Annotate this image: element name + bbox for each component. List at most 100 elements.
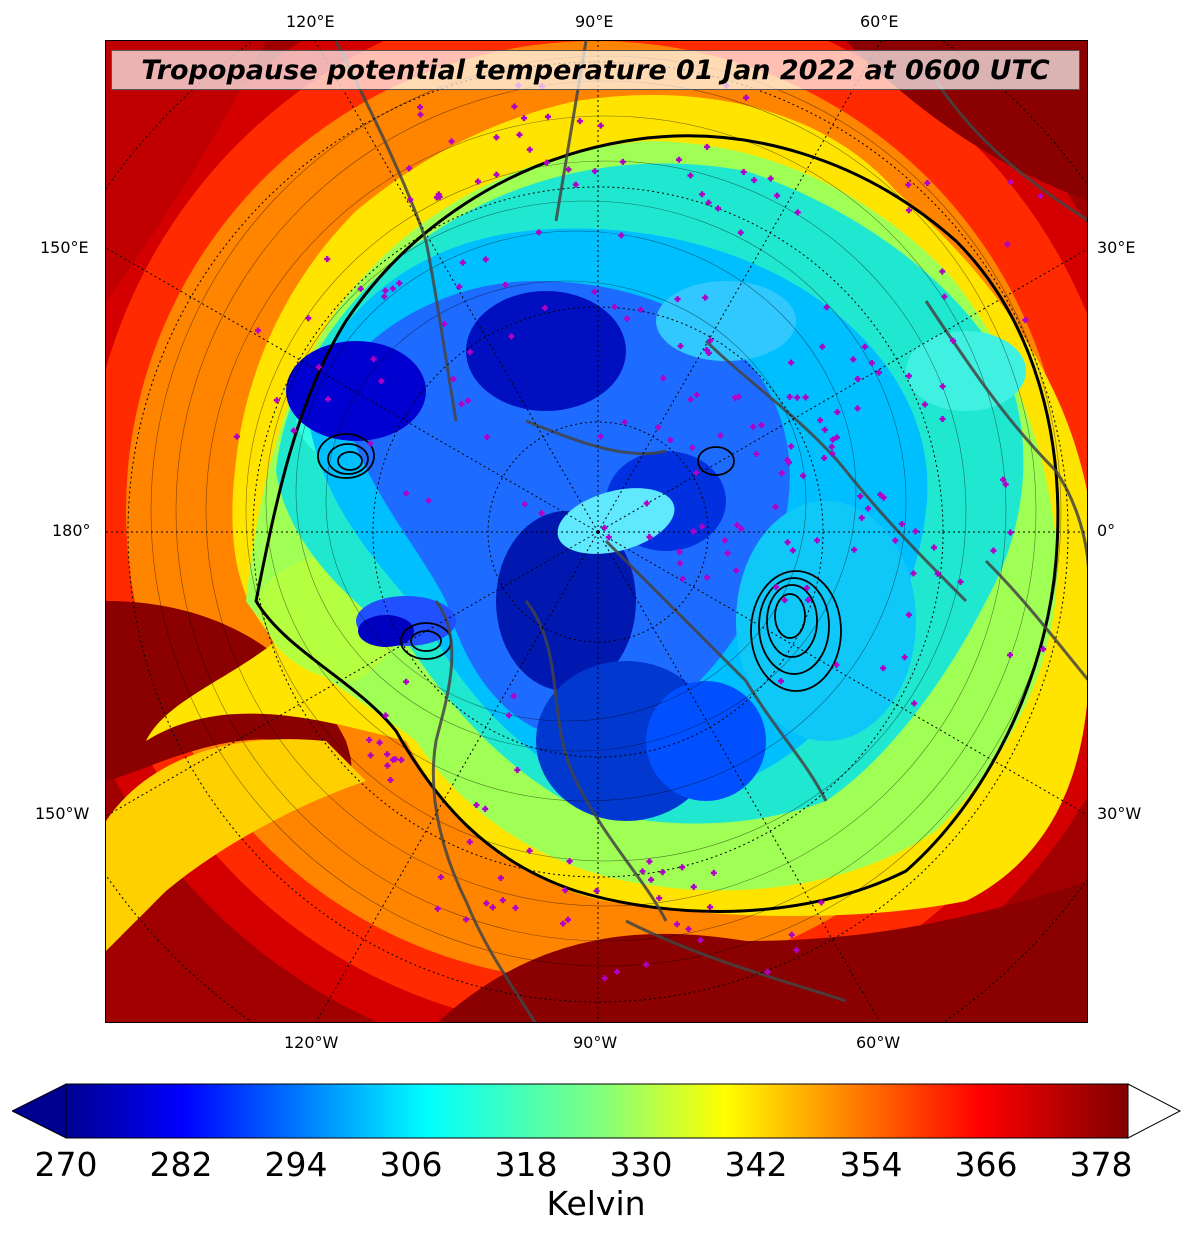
plus-marker-icon	[819, 343, 826, 350]
plus-marker-icon	[398, 756, 405, 763]
station-markers	[233, 82, 1047, 982]
plus-marker-icon	[788, 931, 795, 938]
plus-marker-icon	[733, 567, 740, 574]
colorbar-max-extend	[1127, 1083, 1182, 1139]
plus-marker-icon	[676, 560, 683, 567]
plus-marker-icon	[704, 574, 711, 581]
plus-marker-icon	[497, 874, 504, 881]
lon-label-top-2: 90°E	[575, 12, 614, 31]
plus-marker-icon	[417, 104, 424, 111]
plus-marker-icon	[778, 678, 785, 685]
plus-marker-icon	[511, 103, 518, 110]
plus-marker-icon	[601, 524, 608, 531]
plus-marker-icon	[448, 138, 455, 145]
plus-marker-icon	[710, 869, 717, 876]
plus-marker-icon	[764, 968, 771, 975]
plus-marker-icon	[905, 207, 912, 214]
plus-marker-icon	[642, 961, 649, 968]
colorbar-tick: 354	[839, 1145, 903, 1184]
plus-marker-icon	[618, 232, 625, 239]
plus-marker-icon	[656, 895, 663, 902]
plus-marker-icon	[794, 209, 801, 216]
plus-marker-icon	[512, 904, 519, 911]
plus-marker-icon	[679, 864, 686, 871]
plus-marker-icon	[659, 869, 666, 876]
plus-marker-icon	[794, 394, 801, 401]
plus-marker-icon	[273, 397, 280, 404]
plus-marker-icon	[1007, 179, 1014, 186]
plus-marker-icon	[880, 494, 887, 501]
plus-marker-icon	[699, 523, 706, 530]
plus-marker-icon	[939, 415, 946, 422]
colorbar-tick: 306	[379, 1145, 443, 1184]
plus-marker-icon	[802, 394, 809, 401]
plus-marker-icon	[357, 285, 364, 292]
colorbar-min-extend	[12, 1083, 67, 1139]
plus-marker-icon	[743, 94, 750, 101]
plus-marker-icon	[325, 396, 332, 403]
colorbar-label: Kelvin	[546, 1184, 646, 1223]
plus-marker-icon	[505, 712, 512, 719]
plus-marker-icon	[572, 181, 579, 188]
plus-marker-icon	[724, 550, 731, 557]
plus-marker-icon	[464, 397, 471, 404]
plus-marker-icon	[646, 533, 653, 540]
plus-marker-icon	[685, 926, 692, 933]
plus-marker-icon	[875, 369, 882, 376]
plus-marker-icon	[324, 256, 331, 263]
plus-marker-icon	[521, 501, 528, 508]
plus-marker-icon	[601, 975, 608, 982]
colorbar-gradient	[65, 1083, 1129, 1139]
plus-marker-icon	[892, 537, 899, 544]
plus-marker-icon	[861, 343, 868, 350]
title-box: Tropopause potential temperature 01 Jan …	[111, 50, 1080, 90]
plus-marker-icon	[576, 118, 583, 125]
plus-marker-icon	[382, 712, 389, 719]
plus-marker-icon	[737, 229, 744, 236]
plus-marker-icon	[621, 419, 628, 426]
colorbar-tick: 366	[954, 1145, 1018, 1184]
plus-marker-icon	[690, 883, 697, 890]
plus-marker-icon	[784, 456, 791, 463]
plus-marker-icon	[233, 433, 240, 440]
plus-marker-icon	[921, 401, 928, 408]
plus-marker-icon	[1037, 193, 1044, 200]
lon-label-bottom-3: 60°W	[856, 1033, 901, 1052]
plus-marker-icon	[898, 520, 905, 527]
plus-marker-icon	[407, 196, 414, 203]
colorbar-tick: 282	[149, 1145, 213, 1184]
colorbar-tick: 294	[264, 1145, 328, 1184]
plus-marker-icon	[793, 947, 800, 954]
plus-marker-icon	[803, 584, 810, 591]
lon-label-left-2: 180°	[52, 521, 91, 540]
plus-marker-icon	[939, 268, 946, 275]
plus-marker-icon	[941, 293, 948, 300]
plus-marker-icon	[821, 454, 828, 461]
plus-marker-icon	[931, 544, 938, 551]
plus-marker-icon	[591, 168, 598, 175]
plus-marker-icon	[290, 427, 297, 434]
plus-marker-icon	[473, 801, 480, 808]
plus-marker-icon	[829, 450, 836, 457]
plus-marker-icon	[905, 611, 912, 618]
plus-marker-icon	[774, 192, 781, 199]
plus-marker-icon	[467, 349, 474, 356]
plus-marker-icon	[704, 143, 711, 150]
plus-marker-icon	[734, 521, 741, 528]
plus-marker-icon	[463, 916, 470, 923]
plus-marker-icon	[687, 396, 694, 403]
colorbar-tick: 342	[724, 1145, 788, 1184]
plus-marker-icon	[877, 491, 884, 498]
plus-marker-icon	[482, 805, 489, 812]
plus-marker-icon	[484, 433, 491, 440]
plus-marker-icon	[508, 333, 515, 340]
plus-marker-icon	[950, 337, 957, 344]
plus-marker-icon	[639, 868, 646, 875]
colorbar	[12, 1083, 1182, 1139]
plus-marker-icon	[689, 444, 696, 451]
plus-marker-icon	[643, 500, 650, 507]
plus-marker-icon	[773, 584, 780, 591]
plus-marker-icon	[458, 401, 465, 408]
plus-marker-icon	[382, 287, 389, 294]
lon-label-right-1: 30°E	[1097, 238, 1136, 257]
